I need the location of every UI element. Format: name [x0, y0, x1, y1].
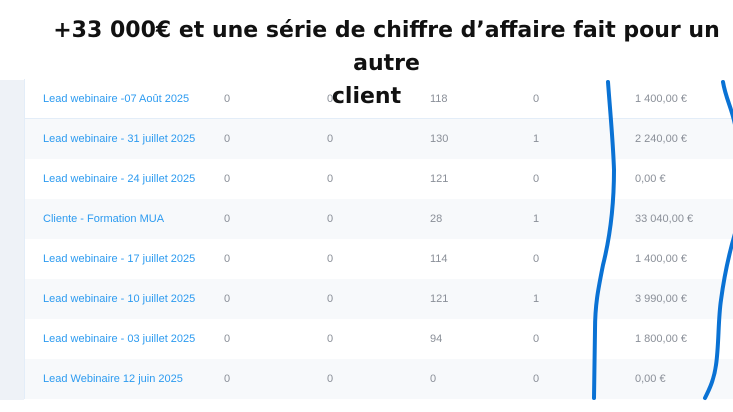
cell-col-3: 121 [430, 173, 449, 185]
caption-line-2: client [331, 84, 402, 109]
cell-col-1: 0 [224, 93, 231, 105]
cell-col-1: 0 [224, 333, 231, 345]
cell-revenue: 33 040,00 € [635, 213, 694, 225]
annotation-caption: +33 000€ et une série de chiffre d’affai… [0, 14, 733, 113]
campaign-name-link[interactable]: Cliente - Formation MUA [43, 213, 165, 225]
table-row[interactable]: Cliente - Formation MUA 0 0 28 1 33 040,00 € [25, 199, 733, 239]
cell-col-1: 0 [224, 373, 231, 385]
annotation-stroke-right [703, 80, 733, 400]
cell-col-2: 0 [327, 173, 334, 185]
cell-col-4: 1 [533, 213, 540, 225]
cell-revenue: 1 400,00 € [635, 253, 687, 265]
campaign-table: Lead webinaire -07 Août 2025 0 0 118 0 1 400,… [24, 79, 733, 399]
cell-col-1: 0 [224, 133, 231, 145]
cell-col-3: 28 [430, 213, 443, 225]
cell-col-1: 0 [224, 293, 231, 305]
campaign-name-link[interactable]: Lead webinaire - 31 juillet 2025 [43, 133, 196, 145]
table-row[interactable]: Lead webinaire - 10 juillet 2025 0 0 121 1 3 … [25, 279, 733, 319]
cell-col-4: 0 [533, 373, 540, 385]
cell-revenue: 1 800,00 € [635, 333, 687, 345]
cell-col-3: 94 [430, 333, 443, 345]
cell-col-1: 0 [224, 253, 231, 265]
campaign-name-link[interactable]: Lead webinaire - 10 juillet 2025 [43, 293, 196, 305]
cell-col-2: 0 [327, 253, 334, 265]
cell-col-2: 0 [327, 93, 334, 105]
cell-col-4: 0 [533, 93, 540, 105]
cell-col-2: 0 [327, 333, 334, 345]
cell-col-2: 0 [327, 293, 334, 305]
cell-revenue: 2 240,00 € [635, 133, 687, 145]
campaign-name-link[interactable]: Lead webinaire - 24 juillet 2025 [43, 173, 196, 185]
cell-col-4: 0 [533, 253, 540, 265]
cell-col-2: 0 [327, 373, 334, 385]
cell-col-3: 114 [430, 253, 448, 265]
annotation-stroke-left [592, 80, 617, 400]
table-row[interactable]: Lead Webinaire 12 juin 2025 0 0 0 0 0,00 € [25, 359, 733, 399]
cell-col-3: 121 [430, 293, 449, 305]
table-row[interactable]: Lead webinaire - 24 juillet 2025 0 0 121 0 0,… [25, 159, 733, 199]
table-row[interactable]: Lead webinaire - 03 juillet 2025 0 0 94 0 1 8… [25, 319, 733, 359]
campaign-name-link[interactable]: Lead webinaire -07 Août 2025 [43, 93, 190, 105]
cell-col-2: 0 [327, 213, 334, 225]
cell-col-4: 0 [533, 173, 540, 185]
cell-col-4: 0 [533, 333, 540, 345]
cell-col-1: 0 [224, 173, 231, 185]
cell-col-3: 118 [430, 93, 448, 105]
campaign-name-link[interactable]: Lead webinaire - 17 juillet 2025 [43, 253, 196, 265]
cell-col-4: 1 [533, 133, 540, 145]
table-row[interactable]: Lead webinaire - 17 juillet 2025 0 0 114 0 1 … [25, 239, 733, 279]
cell-col-4: 1 [533, 293, 540, 305]
cell-col-1: 0 [224, 213, 231, 225]
table-row[interactable]: Lead webinaire -07 Août 2025 0 0 118 0 1 400,… [25, 79, 733, 119]
cell-col-2: 0 [327, 133, 334, 145]
cell-revenue: 0,00 € [635, 173, 666, 185]
cell-col-3: 0 [430, 373, 437, 385]
cell-revenue: 1 400,00 € [635, 93, 687, 105]
caption-line-1: +33 000€ et une série de chiffre d’affai… [53, 18, 720, 76]
sidebar [0, 80, 24, 400]
campaign-name-link[interactable]: Lead Webinaire 12 juin 2025 [43, 373, 183, 385]
cell-col-3: 130 [430, 133, 449, 145]
cell-revenue: 3 990,00 € [635, 293, 687, 305]
campaign-name-link[interactable]: Lead webinaire - 03 juillet 2025 [43, 333, 196, 345]
cell-revenue: 0,00 € [635, 373, 666, 385]
